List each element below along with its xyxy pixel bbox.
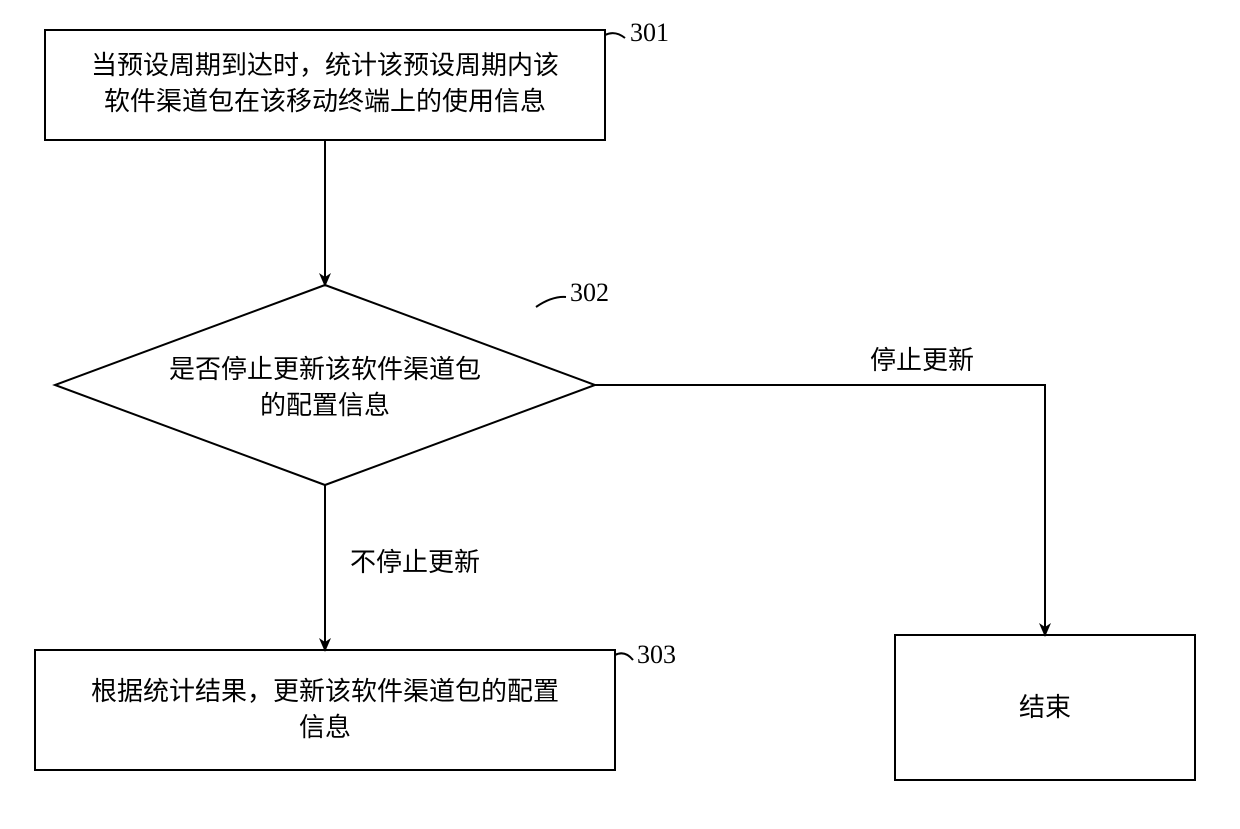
node-303-number: 303 (637, 640, 676, 669)
node-303-line1: 根据统计结果，更新该软件渠道包的配置 (91, 677, 559, 706)
flowchart-canvas: 当预设周期到达时，统计该预设周期内该 软件渠道包在该移动终端上的使用信息 301… (0, 0, 1240, 829)
node-301-line2: 软件渠道包在该移动终端上的使用信息 (104, 87, 546, 116)
node-end-label: 结束 (1019, 693, 1071, 722)
node-302: 是否停止更新该软件渠道包 的配置信息 302 (55, 278, 609, 485)
node-302-number: 302 (570, 278, 609, 307)
edge-302-303-label: 不停止更新 (350, 548, 480, 577)
node-301-leader (605, 33, 625, 38)
node-302-line2: 的配置信息 (260, 391, 390, 420)
edge-302-end-line (595, 385, 1045, 635)
node-301: 当预设周期到达时，统计该预设周期内该 软件渠道包在该移动终端上的使用信息 301 (45, 18, 669, 140)
edge-302-303: 不停止更新 (325, 485, 480, 650)
node-303-line2: 信息 (299, 713, 351, 742)
node-301-box (45, 30, 605, 140)
node-301-line1: 当预设周期到达时，统计该预设周期内该 (91, 51, 559, 80)
edge-302-end-label: 停止更新 (870, 346, 974, 375)
node-301-number: 301 (630, 18, 669, 47)
node-303-leader (615, 653, 633, 660)
node-302-leader (536, 297, 566, 307)
node-303-box (35, 650, 615, 770)
node-end: 结束 (895, 635, 1195, 780)
node-302-line1: 是否停止更新该软件渠道包 (169, 355, 481, 384)
node-302-diamond (55, 285, 595, 485)
node-303: 根据统计结果，更新该软件渠道包的配置 信息 303 (35, 640, 676, 770)
edge-302-end: 停止更新 (595, 346, 1045, 635)
